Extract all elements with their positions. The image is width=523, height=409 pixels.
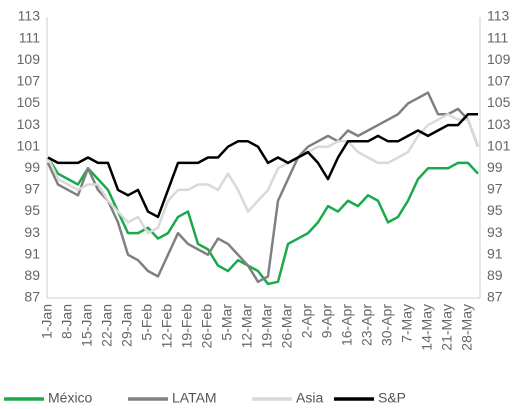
x-tick-label: 29-Jan: [119, 304, 135, 347]
y2-tick-label: 95: [487, 202, 503, 218]
y2-tick-label: 101: [487, 137, 511, 153]
y2-tick-label: 99: [487, 159, 503, 175]
y-tick-label: 103: [17, 116, 41, 132]
y2-tick-label: 105: [487, 94, 511, 110]
y-tick-label: 87: [24, 289, 40, 305]
x-tick-label: 26-Feb: [199, 304, 215, 349]
x-tick-label: 12-Feb: [159, 304, 175, 349]
series-line: [47, 113, 478, 219]
y-tick-label: 113: [18, 8, 41, 24]
y-tick-label: 105: [17, 94, 41, 110]
x-tick-label: 2-Apr: [299, 304, 315, 339]
legend-label: S&P: [378, 390, 406, 406]
x-tick-label: 5-Feb: [139, 304, 155, 341]
y2-tick-label: 97: [487, 181, 503, 197]
y-tick-label: 97: [24, 181, 40, 197]
y-tick-label: 99: [24, 159, 40, 175]
legend-label: Asia: [296, 390, 323, 406]
series-line: [46, 113, 480, 235]
legend-label: México: [48, 390, 93, 406]
x-tick-label: 12-Mar: [239, 304, 255, 349]
y2-tick-label: 107: [487, 73, 511, 89]
x-tick-label: 19-Feb: [179, 304, 195, 349]
y-tick-label: 91: [24, 245, 40, 261]
y2-tick-label: 113: [487, 8, 510, 24]
y-tick-label: 111: [19, 29, 40, 45]
series-line: [46, 91, 480, 284]
legend-label: LATAM: [172, 390, 217, 406]
x-tick-label: 1-Jan: [39, 304, 55, 339]
y-tick-label: 93: [24, 224, 40, 240]
y2-tick-label: 103: [487, 116, 511, 132]
x-tick-label: 28-May: [459, 304, 475, 351]
x-tick-label: 8-Jan: [59, 304, 75, 339]
y2-tick-label: 91: [487, 245, 503, 261]
y-tick-label: 109: [17, 51, 41, 67]
y2-tick-label: 111: [487, 29, 508, 45]
x-tick-label: 19-Mar: [259, 304, 275, 349]
x-tick-label: 7-May: [399, 304, 415, 343]
x-tick-label: 30-Apr: [379, 304, 395, 346]
y-tick-label: 107: [17, 73, 41, 89]
y-tick-label: 95: [24, 202, 40, 218]
y-tick-label: 89: [24, 267, 40, 283]
x-tick-label: 16-Apr: [339, 304, 355, 346]
x-tick-label: 9-Apr: [319, 304, 335, 339]
x-tick-label: 5-Mar: [219, 304, 235, 341]
x-tick-label: 14-May: [419, 304, 435, 351]
x-tick-label: 23-Apr: [359, 304, 375, 346]
y-tick-label: 101: [17, 137, 41, 153]
x-tick-label: 21-May: [439, 304, 455, 351]
x-tick-label: 26-Mar: [279, 304, 295, 349]
y2-tick-label: 109: [487, 51, 511, 67]
y2-tick-label: 87: [487, 289, 503, 305]
y2-tick-label: 89: [487, 267, 503, 283]
x-tick-label: 22-Jan: [99, 304, 115, 347]
x-tick-label: 15-Jan: [79, 304, 95, 347]
y2-tick-label: 93: [487, 224, 503, 240]
